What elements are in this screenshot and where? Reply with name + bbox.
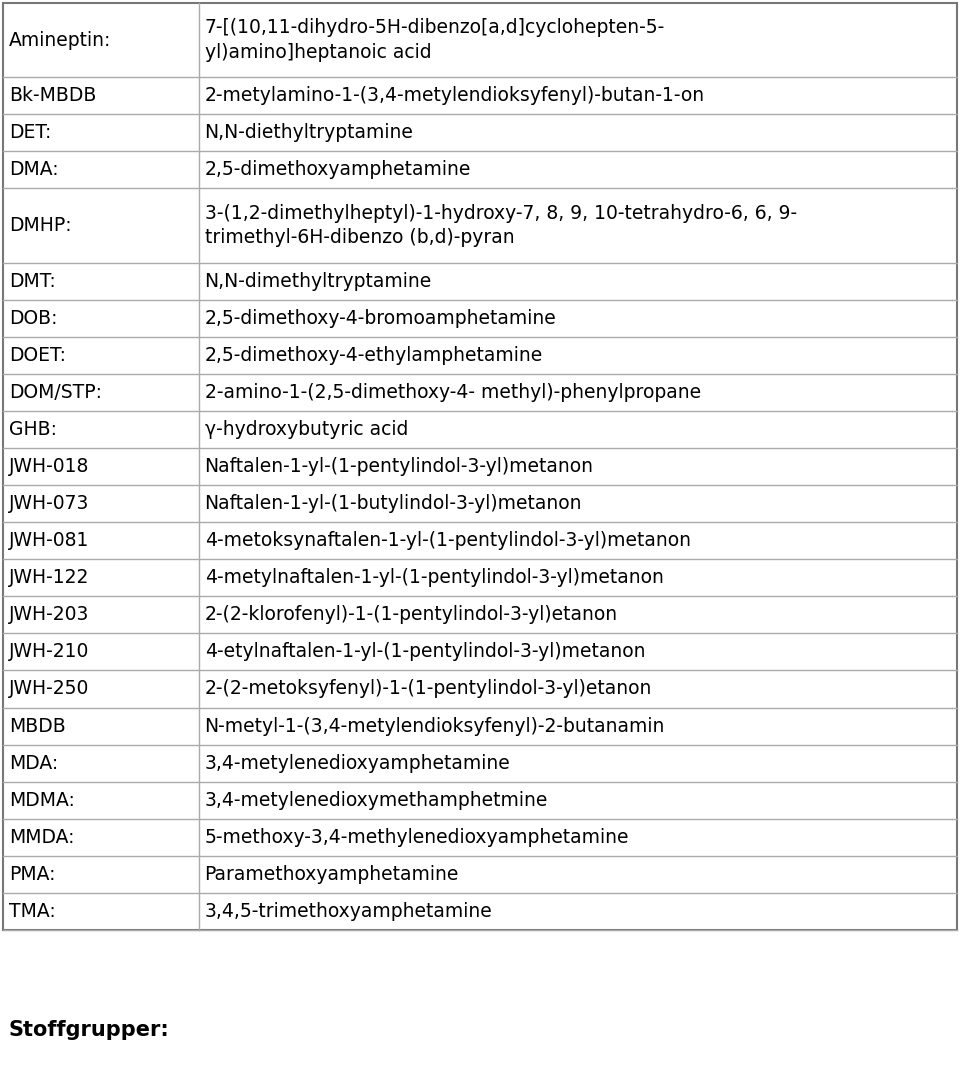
Text: Amineptin:: Amineptin: [9, 30, 111, 49]
Text: 5-methoxy-3,4-methylenedioxyamphetamine: 5-methoxy-3,4-methylenedioxyamphetamine [204, 828, 629, 847]
Text: DMHP:: DMHP: [9, 216, 72, 235]
Text: N,N-dimethyltryptamine: N,N-dimethyltryptamine [204, 272, 432, 290]
Text: N-metyl-1-(3,4-metylendioksyfenyl)-2-butanamin: N-metyl-1-(3,4-metylendioksyfenyl)-2-but… [204, 717, 665, 735]
Text: 2-(2-metoksyfenyl)-1-(1-pentylindol-3-yl)etanon: 2-(2-metoksyfenyl)-1-(1-pentylindol-3-yl… [204, 679, 652, 699]
Text: JWH-250: JWH-250 [9, 679, 89, 699]
Text: GHB:: GHB: [9, 420, 57, 439]
Text: 3,4-metylenedioxyamphetamine: 3,4-metylenedioxyamphetamine [204, 754, 511, 773]
Text: 2-amino-1-(2,5-dimethoxy-4- methyl)-phenylpropane: 2-amino-1-(2,5-dimethoxy-4- methyl)-phen… [204, 383, 701, 402]
Text: DOM/STP:: DOM/STP: [9, 383, 102, 402]
Text: γ-hydroxybutyric acid: γ-hydroxybutyric acid [204, 420, 408, 439]
Text: MDMA:: MDMA: [9, 791, 75, 809]
Text: JWH-203: JWH-203 [9, 605, 89, 625]
Text: 4-etylnaftalen-1-yl-(1-pentylindol-3-yl)metanon: 4-etylnaftalen-1-yl-(1-pentylindol-3-yl)… [204, 643, 645, 661]
Text: JWH-018: JWH-018 [9, 457, 89, 476]
Text: TMA:: TMA: [9, 902, 56, 921]
Text: Naftalen-1-yl-(1-butylindol-3-yl)metanon: Naftalen-1-yl-(1-butylindol-3-yl)metanon [204, 494, 582, 513]
Text: Stoffgrupper:: Stoffgrupper: [9, 1020, 170, 1040]
Text: DET:: DET: [9, 124, 52, 142]
Text: Bk-MBDB: Bk-MBDB [9, 86, 96, 105]
Text: DMA:: DMA: [9, 160, 59, 180]
Text: 3,4-metylenedioxymethamphetmine: 3,4-metylenedioxymethamphetmine [204, 791, 548, 809]
Text: JWH-073: JWH-073 [9, 494, 89, 513]
Text: 4-metoksynaftalen-1-yl-(1-pentylindol-3-yl)metanon: 4-metoksynaftalen-1-yl-(1-pentylindol-3-… [204, 531, 690, 550]
Text: JWH-122: JWH-122 [9, 569, 89, 587]
Text: MDA:: MDA: [9, 754, 59, 773]
Text: Naftalen-1-yl-(1-pentylindol-3-yl)metanon: Naftalen-1-yl-(1-pentylindol-3-yl)metano… [204, 457, 593, 476]
Text: 2-metylamino-1-(3,4-metylendioksyfenyl)-butan-1-on: 2-metylamino-1-(3,4-metylendioksyfenyl)-… [204, 86, 705, 105]
Text: JWH-081: JWH-081 [9, 531, 89, 550]
Text: N,N-diethyltryptamine: N,N-diethyltryptamine [204, 124, 414, 142]
Text: MBDB: MBDB [9, 717, 65, 735]
Text: JWH-210: JWH-210 [9, 643, 89, 661]
Text: 3,4,5-trimethoxyamphetamine: 3,4,5-trimethoxyamphetamine [204, 902, 492, 921]
Text: 7-[(10,11-dihydro-5H-dibenzo[a,d]cyclohepten-5-
yl)amino]heptanoic acid: 7-[(10,11-dihydro-5H-dibenzo[a,d]cyclohe… [204, 18, 665, 61]
Text: 2-(2-klorofenyl)-1-(1-pentylindol-3-yl)etanon: 2-(2-klorofenyl)-1-(1-pentylindol-3-yl)e… [204, 605, 617, 625]
Text: PMA:: PMA: [9, 865, 56, 884]
Text: 2,5-dimethoxy-4-bromoamphetamine: 2,5-dimethoxy-4-bromoamphetamine [204, 309, 556, 328]
Text: 2,5-dimethoxy-4-ethylamphetamine: 2,5-dimethoxy-4-ethylamphetamine [204, 346, 542, 364]
Text: 2,5-dimethoxyamphetamine: 2,5-dimethoxyamphetamine [204, 160, 471, 180]
Text: 3-(1,2-dimethylheptyl)-1-hydroxy-7, 8, 9, 10-tetrahydro-6, 6, 9-
trimethyl-6H-di: 3-(1,2-dimethylheptyl)-1-hydroxy-7, 8, 9… [204, 204, 797, 247]
Bar [3, 3, 957, 930]
Text: Paramethoxyamphetamine: Paramethoxyamphetamine [204, 865, 459, 884]
Text: DOET:: DOET: [9, 346, 66, 364]
Text: MMDA:: MMDA: [9, 828, 75, 847]
Text: 4-metylnaftalen-1-yl-(1-pentylindol-3-yl)metanon: 4-metylnaftalen-1-yl-(1-pentylindol-3-yl… [204, 569, 663, 587]
Text: DOB:: DOB: [9, 309, 58, 328]
Text: DMT:: DMT: [9, 272, 56, 290]
